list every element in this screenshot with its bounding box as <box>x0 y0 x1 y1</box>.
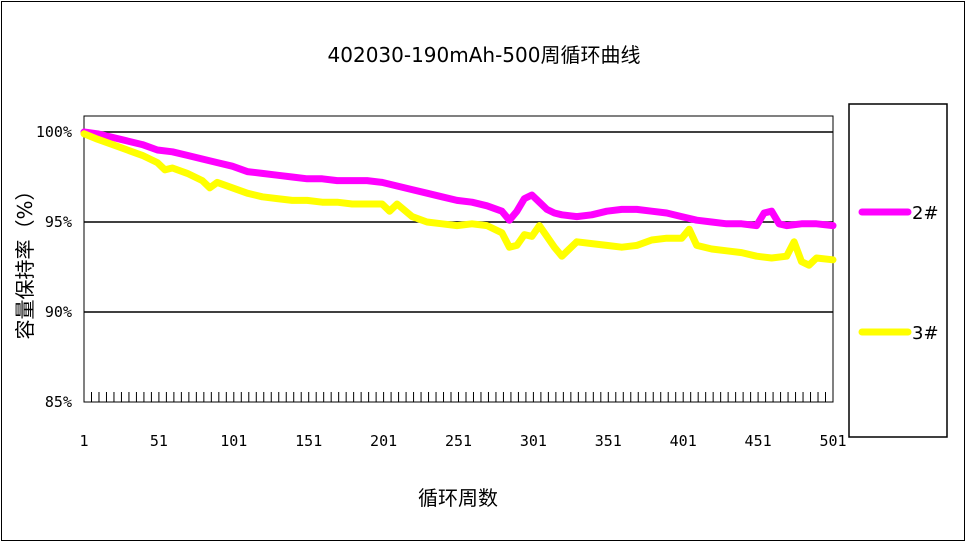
y-tick-label-3: 85% <box>45 393 72 411</box>
x-tick-label-10: 501 <box>819 432 846 450</box>
x-axis-tick-marks <box>83 392 834 402</box>
legend-label-1: 3# <box>912 323 939 344</box>
x-tick-label-5: 251 <box>445 432 472 450</box>
y-axis-tick-labels: 100% 95% 90% 85% <box>36 123 72 411</box>
x-tick-label-7: 351 <box>595 432 622 450</box>
x-tick-label-0: 1 <box>79 432 88 450</box>
legend: 2# 3# <box>858 203 939 344</box>
legend-label-0: 2# <box>912 203 939 224</box>
series-line-0 <box>80 128 837 230</box>
x-tick-label-3: 151 <box>295 432 322 450</box>
x-tick-label-8: 401 <box>670 432 697 450</box>
x-axis-tick-labels: 1 51 101 151 201 251 301 351 401 451 501 <box>79 432 846 450</box>
chart-title: 402030-190mAh-500周循环曲线 <box>328 43 641 67</box>
legend-box <box>848 103 948 438</box>
x-tick-label-9: 451 <box>745 432 772 450</box>
series-lines <box>80 128 837 269</box>
x-axis-label: 循环周数 <box>418 486 498 510</box>
y-tick-label-1: 95% <box>45 213 72 231</box>
x-tick-label-2: 101 <box>220 432 247 450</box>
x-tick-label-1: 51 <box>150 432 168 450</box>
series-line-1 <box>80 130 837 269</box>
x-tick-label-4: 201 <box>370 432 397 450</box>
y-axis-label: 容量保持率（%） <box>13 180 37 339</box>
y-tick-label-0: 100% <box>36 123 72 141</box>
x-tick-label-6: 301 <box>520 432 547 450</box>
y-tick-label-2: 90% <box>45 303 72 321</box>
